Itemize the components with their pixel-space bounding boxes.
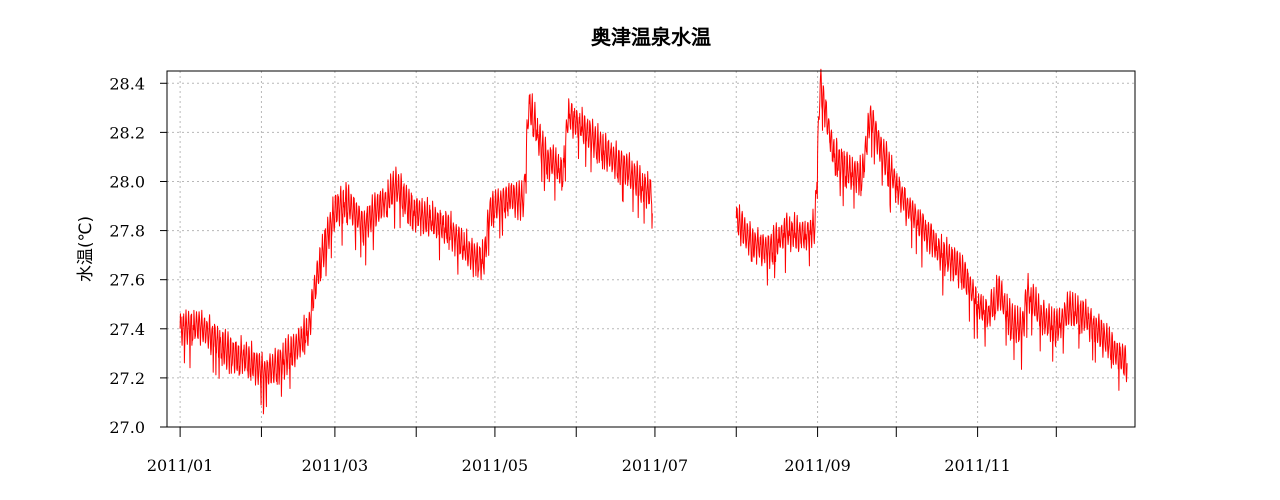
- x-tick-label: 2011/03: [302, 456, 368, 475]
- y-axis: 27.0 27.2 27.4 27.6 27.8 28.0 28.2 28.4: [109, 74, 167, 437]
- y-tick-label: 27.2: [109, 369, 145, 388]
- x-axis: 2011/01 2011/03 2011/05 2011/07 2011/09 2011/…: [147, 427, 1057, 475]
- y-tick-label: 28.4: [109, 74, 145, 93]
- x-tick-label: 2011/05: [462, 456, 528, 475]
- x-tick-label: 2011/09: [784, 456, 850, 475]
- plot-frame: [166, 70, 1136, 428]
- chart-title: 奥津温泉水温: [591, 25, 711, 49]
- x-tick-label: 2011/11: [944, 456, 1010, 475]
- y-tick-label: 27.8: [109, 222, 145, 241]
- y-tick-label: 27.6: [109, 271, 145, 290]
- y-axis-label: 水温(℃): [76, 216, 96, 282]
- y-tick-label: 28.0: [109, 172, 145, 191]
- series-line-segment-1: [179, 93, 653, 415]
- x-tick-label: 2011/01: [147, 456, 213, 475]
- grid-layer: [167, 71, 1135, 428]
- y-tick-label: 27.4: [109, 320, 145, 339]
- series-line-segment-2: [735, 68, 1128, 391]
- y-tick-label: 28.2: [109, 123, 145, 142]
- x-tick-label: 2011/07: [622, 456, 688, 475]
- y-tick-label: 27.0: [109, 418, 145, 437]
- series-layer: [179, 68, 1128, 415]
